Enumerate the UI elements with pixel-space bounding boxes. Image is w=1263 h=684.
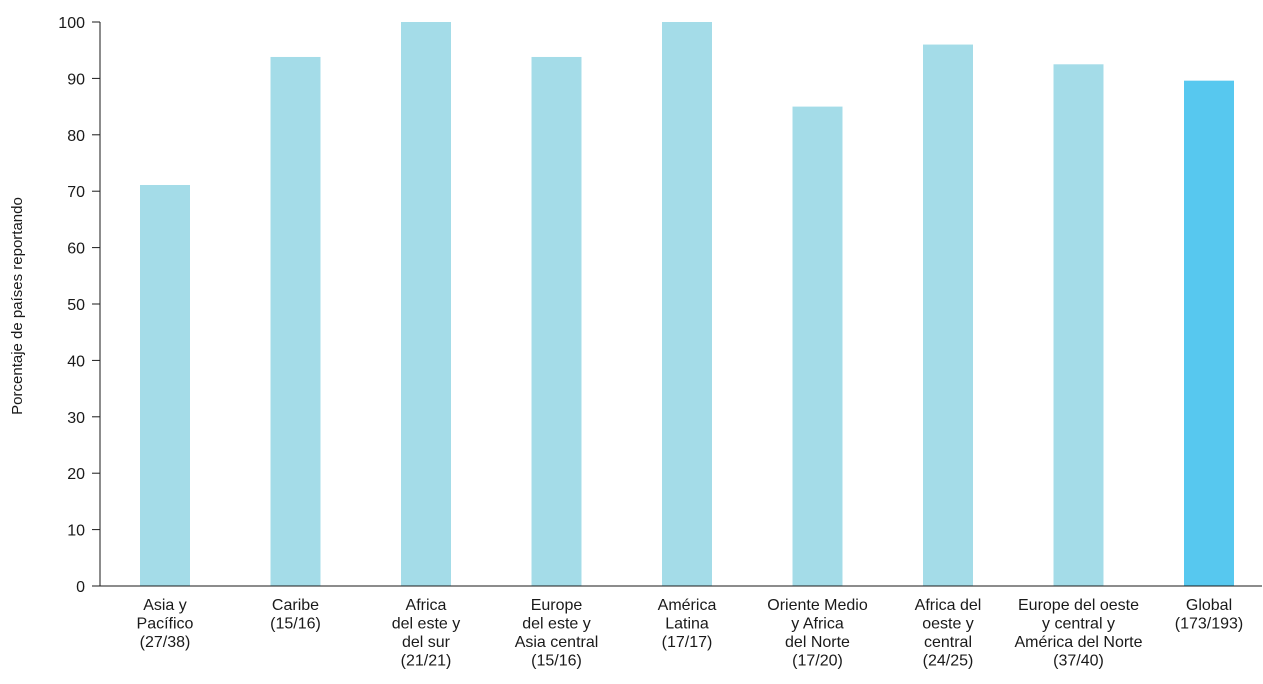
category-label-line: Europe <box>531 597 583 614</box>
category-label-line: (27/38) <box>140 634 191 651</box>
y-tick-label: 100 <box>58 15 85 32</box>
category-label-line: y central y <box>1042 616 1115 633</box>
bar <box>270 56 321 586</box>
bars <box>140 22 1234 587</box>
category-label-line: (15/16) <box>270 616 321 633</box>
bar <box>923 44 973 587</box>
category-label-line: del este y <box>392 616 460 633</box>
bar <box>1053 64 1104 587</box>
bar <box>401 22 451 586</box>
category-label-line: Pacífico <box>137 616 194 633</box>
y-tick-label: 40 <box>67 353 85 370</box>
category-label: Global (173/193) <box>1175 597 1244 633</box>
y-axis-title: Porcentaje de países reportando <box>9 197 26 415</box>
category-label: Africa del oeste y central (24/25) <box>915 597 982 670</box>
category-label-line: (17/20) <box>792 653 843 670</box>
category-label: Oriente Medio y Africa del Norte (17/20) <box>767 597 868 670</box>
category-label: Europe del oeste y central y América del N… <box>1014 597 1142 670</box>
category-label-line: (15/16) <box>531 653 582 670</box>
bar <box>1184 80 1234 586</box>
y-tick-label: 30 <box>67 410 85 427</box>
category-label-line: oeste y <box>922 616 974 633</box>
bar <box>140 184 190 586</box>
category-label: Africa del este y del sur (21/21) <box>392 597 460 670</box>
category-label: América Latina (17/17) <box>658 597 717 651</box>
category-label-line: Global <box>1186 597 1232 614</box>
category-label-line: del sur <box>402 634 451 651</box>
y-tick-label: 0 <box>76 579 85 596</box>
category-label: Europe del este y Asia central (15/16) <box>515 597 599 670</box>
category-label-line: (24/25) <box>923 653 974 670</box>
bar <box>662 22 712 586</box>
y-tick-label: 90 <box>67 71 85 88</box>
category-label-line: del Norte <box>785 634 850 651</box>
category-labels: Asia y Pacífico (27/38) Caribe (15/16) Africa… <box>137 597 1244 670</box>
bar <box>792 106 843 586</box>
category-label-line: Africa <box>406 597 447 614</box>
category-label-line: y Africa <box>791 616 844 633</box>
category-label-line: Caribe <box>272 597 319 614</box>
y-tick-label: 10 <box>67 523 85 540</box>
category-label: Caribe (15/16) <box>270 597 321 633</box>
category-label-line: (173/193) <box>1175 616 1244 633</box>
category-label-line: (17/17) <box>662 634 713 651</box>
category-label-line: Asia central <box>515 634 599 651</box>
category-label-line: del este y <box>522 616 590 633</box>
y-tick-label: 80 <box>67 128 85 145</box>
category-label-line: Europe del oeste <box>1018 597 1139 614</box>
category-label-line: (21/21) <box>401 653 452 670</box>
category-label-line: central <box>924 634 972 651</box>
category-label-line: América <box>658 597 717 614</box>
y-axis-title-group: Porcentaje de países reportando <box>9 197 26 415</box>
y-tick-label: 60 <box>67 241 85 258</box>
y-axis: 0 10 20 30 40 50 60 70 80 90 100 <box>58 15 101 596</box>
bar <box>531 56 582 586</box>
y-tick-label: 50 <box>67 297 85 314</box>
category-label-line: (37/40) <box>1053 653 1104 670</box>
category-label: Asia y Pacífico (27/38) <box>137 597 194 651</box>
category-label-line: América del Norte <box>1014 634 1142 651</box>
y-tick-label: 70 <box>67 184 85 201</box>
category-label-line: Latina <box>665 616 709 633</box>
category-label-line: Oriente Medio <box>767 597 868 614</box>
category-label-line: Asia y <box>143 597 187 614</box>
category-label-line: Africa del <box>915 597 982 614</box>
y-tick-label: 20 <box>67 466 85 483</box>
